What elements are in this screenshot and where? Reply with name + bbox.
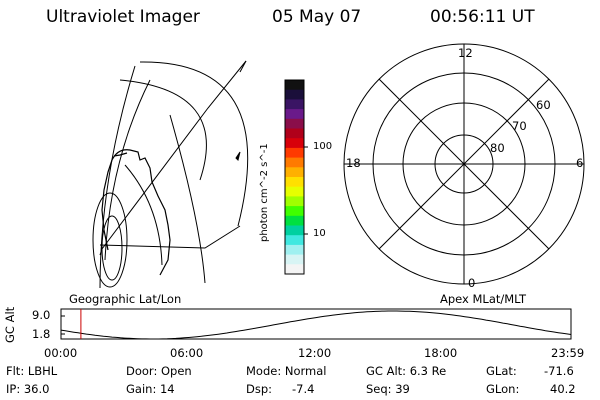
colorbar-tick-label: 10 [313, 228, 326, 239]
colorbar-band [285, 99, 304, 110]
map-grid-arc [104, 79, 151, 261]
lat-label-80: 80 [490, 141, 505, 155]
lat-label-70: 70 [512, 119, 527, 133]
colorbar-units: photon cm^-2 s^-1 [259, 143, 270, 242]
map-grid-arc [139, 61, 249, 227]
mlt-label-12: 12 [458, 46, 473, 60]
glon-value: 40.2 [550, 382, 576, 396]
coastline [101, 149, 171, 276]
colorbar-band [285, 196, 304, 207]
map-grid-circle [101, 215, 123, 281]
map-grid-arc [99, 225, 241, 249]
colorbar-band [285, 138, 304, 149]
colorbar-band [285, 186, 304, 197]
colorbar [284, 79, 308, 275]
map-grid-arc [124, 164, 163, 266]
time-label: 00:56:11 UT [430, 7, 535, 27]
mlt-label-18: 18 [346, 156, 361, 170]
coastline [113, 152, 128, 157]
glat-label: GLat: [486, 364, 517, 378]
colorbar-tick-label: 100 [313, 141, 333, 152]
map-grid-arc [99, 65, 136, 289]
map-grid-circle [92, 192, 128, 288]
time-tick: 00:00 [44, 346, 78, 360]
apex-label: Apex MLat/MLT [440, 292, 527, 306]
colorbar-band [285, 167, 304, 178]
colorbar-band [285, 147, 304, 159]
colorbar-band [285, 89, 304, 100]
altitude-tick-lower: 1.8 [32, 327, 51, 341]
colorbar-band [285, 118, 304, 129]
colorbar-band [285, 109, 304, 120]
colorbar-band [285, 157, 304, 168]
colorbar-band [285, 244, 304, 256]
glat-value: -71.6 [544, 364, 574, 378]
colorbar-band [285, 206, 304, 217]
dsp-value: -7.4 [292, 382, 315, 396]
polar-plot [343, 43, 585, 285]
altitude-tick-upper: 9.0 [32, 308, 51, 322]
colorbar-band [285, 80, 304, 91]
glon-label: GLon: [486, 382, 520, 396]
map-grid-arc [169, 114, 206, 284]
colorbar-band [285, 128, 304, 139]
altitude-panel [60, 308, 572, 340]
ip-field: IP: 36.0 [6, 382, 50, 396]
arrow-marker [235, 151, 241, 161]
colorbar-band [285, 225, 304, 236]
dsp-label: Dsp: [246, 382, 273, 396]
time-tick: 06:00 [170, 346, 204, 360]
colorbar-band [285, 264, 304, 275]
geographic-map [92, 60, 249, 289]
altitude-curve [60, 310, 572, 340]
mode-field: Mode: Normal [246, 364, 327, 378]
time-tick: 23:59 [551, 346, 585, 360]
altitude-ylabel: GC Alt [3, 306, 17, 343]
flt-field: Flt: LBHL [6, 364, 58, 378]
instrument-title: Ultraviolet Imager [46, 7, 200, 27]
gc-alt-field: GC Alt: 6.3 Re [366, 364, 447, 378]
time-tick: 18:00 [424, 346, 458, 360]
colorbar-band [285, 235, 304, 246]
gain-field: Gain: 14 [126, 382, 175, 396]
map-grid-arc [99, 60, 247, 256]
seq-field: Seq: 39 [366, 382, 410, 396]
mlt-label-0: 0 [468, 276, 476, 290]
lat-label-60: 60 [536, 98, 551, 112]
time-tick: 12:00 [298, 346, 332, 360]
mlt-label-6: 6 [576, 156, 584, 170]
colorbar-band [285, 215, 304, 226]
door-field: Door: Open [126, 364, 192, 378]
colorbar-band [285, 254, 304, 265]
altitude-frame [60, 308, 572, 340]
colorbar-band [285, 177, 304, 188]
date-label: 05 May 07 [272, 7, 362, 27]
geographic-label: Geographic Lat/Lon [69, 292, 182, 306]
polar-axis-diagonal [378, 78, 550, 250]
map-grid-arc [119, 79, 207, 181]
